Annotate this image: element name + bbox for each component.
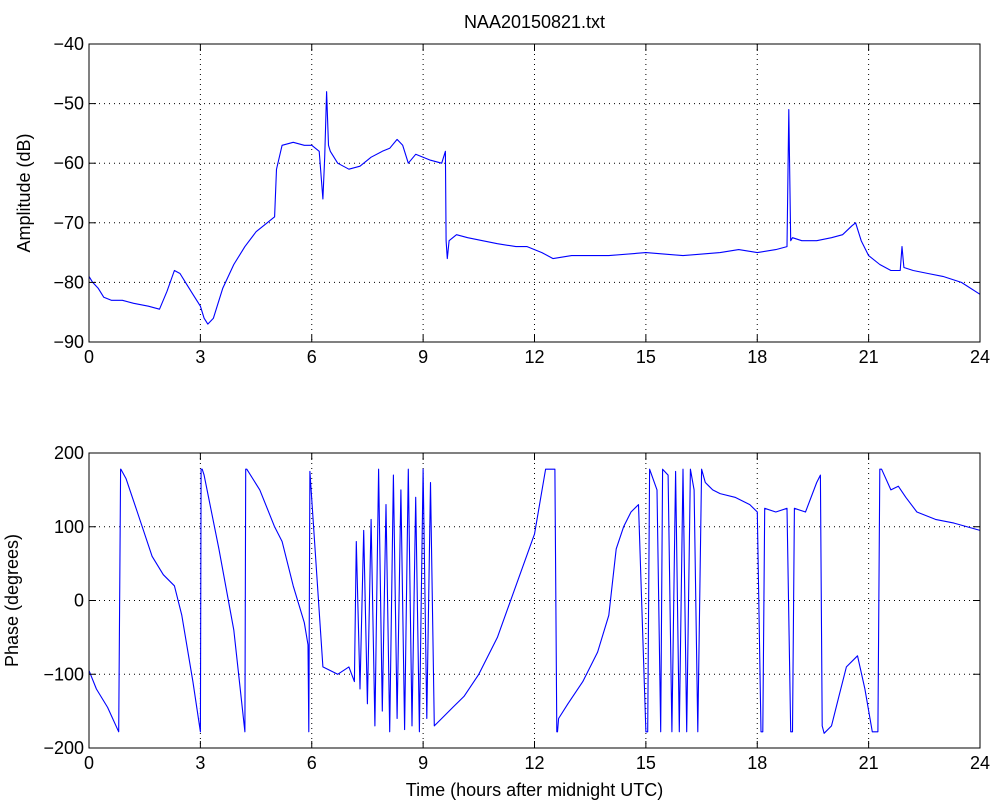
amplitude-x-tick-label: 12 [524,347,544,367]
amplitude-x-tick-label: 21 [859,347,879,367]
amplitude-x-tick-label: 3 [195,347,205,367]
phase-y-tick-label: 100 [54,517,84,537]
phase-x-tick-label: 24 [970,753,990,773]
amplitude-plot-frame [88,43,981,343]
phase-y-tick-label: −200 [43,738,84,758]
amplitude-x-tick-label: 9 [418,347,428,367]
amplitude-chart-title: NAA20150821.txt [464,12,605,32]
phase-x-tick-label: 15 [636,753,656,773]
amplitude-x-tick-label: 0 [84,347,94,367]
phase-y-axis-title: Phase (degrees) [2,534,22,667]
phase-x-tick-label: 21 [859,753,879,773]
amplitude-y-tick-label: −50 [53,94,84,114]
amplitude-y-tick-label: −90 [53,332,84,352]
amplitude-y-tick-label: −60 [53,153,84,173]
amplitude-x-tick-label: 6 [307,347,317,367]
phase-x-tick-label: 3 [195,753,205,773]
phase-series-line [88,468,981,734]
amplitude-y-tick-label: −80 [53,272,84,292]
amplitude-y-tick-label: −40 [53,34,84,54]
phase-y-tick-label: 200 [54,443,84,463]
amplitude-y-axis-title: Amplitude (dB) [14,133,34,252]
phase-y-tick-label: 0 [74,591,84,611]
amplitude-y-tick-label: −70 [53,213,84,233]
phase-x-tick-label: 9 [418,753,428,773]
phase-x-tick-label: 18 [747,753,767,773]
amplitude-x-tick-label: 24 [970,347,990,367]
amplitude-series-line [88,91,981,325]
phase-y-tick-label: −100 [43,664,84,684]
phase-x-tick-label: 6 [307,753,317,773]
phase-x-axis-title: Time (hours after midnight UTC) [406,780,663,800]
phase-x-tick-label: 0 [84,753,94,773]
amplitude-x-tick-label: 15 [636,347,656,367]
phase-chart: 0 3 6 9 12 15 18 21 24 −200 −100 0 100 200 Time (hours… [2,443,990,800]
phase-x-tick-label: 12 [524,753,544,773]
amplitude-chart: 0 3 6 9 12 15 18 21 24 −90 −80 −70 −60 −50 −40 NAA20150… [14,12,990,367]
amplitude-x-tick-label: 18 [747,347,767,367]
